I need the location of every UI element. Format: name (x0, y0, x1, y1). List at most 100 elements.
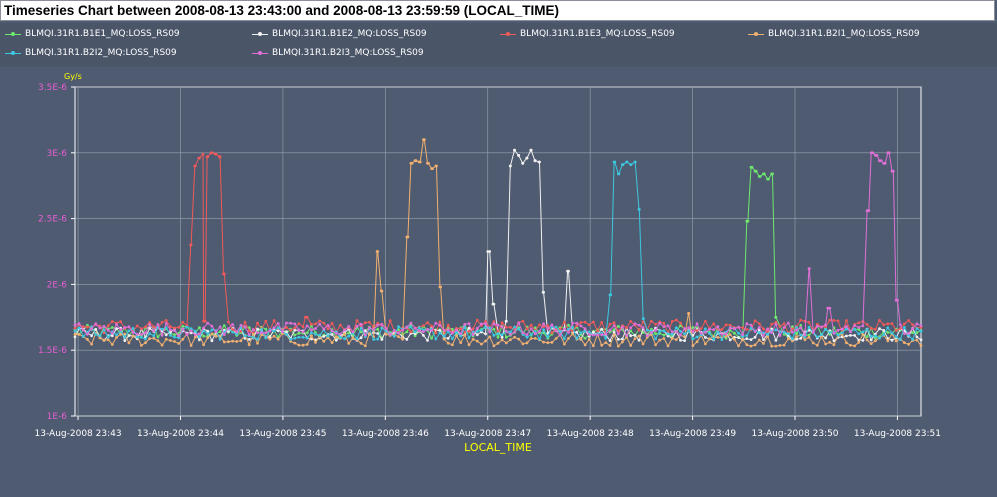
data-point (894, 329, 898, 332)
data-point (625, 160, 629, 164)
y-tick-label: 3.5E-6 (38, 83, 67, 93)
data-point (542, 340, 545, 344)
data-point (774, 315, 778, 319)
data-point (198, 156, 201, 160)
data-point (774, 328, 778, 332)
data-point (318, 333, 322, 337)
data-point (467, 343, 471, 347)
data-point (214, 330, 218, 334)
data-point (865, 323, 869, 326)
legend-item-b2i1[interactable]: BLMQI.31R1.B2I1_MQ:LOSS_RS09 (748, 27, 920, 41)
x-tick-label: 13-Aug-2008 23:45 (239, 429, 326, 439)
data-point (144, 341, 147, 345)
data-point (496, 341, 500, 345)
data-point (828, 306, 832, 310)
data-point (301, 330, 305, 334)
data-point (699, 327, 703, 330)
data-point (826, 306, 830, 310)
data-point (771, 172, 774, 176)
legend-item-b1e2[interactable]: BLMQI.31R1.B1E2_MQ:LOSS_RS09 (252, 27, 427, 41)
legend-label: BLMQI.31R1.B2I1_MQ:LOSS_RS09 (768, 29, 920, 39)
data-point (596, 333, 599, 337)
y-tick-label: 2E-6 (47, 280, 68, 290)
data-point (674, 338, 678, 341)
data-point (351, 336, 355, 340)
data-point (372, 328, 375, 331)
data-point (774, 322, 778, 326)
data-point (699, 332, 703, 335)
data-point (612, 321, 616, 325)
data-point (907, 319, 910, 322)
data-point (521, 161, 525, 165)
data-point (409, 321, 413, 325)
data-point (148, 323, 152, 327)
data-point (152, 336, 156, 340)
data-point (674, 330, 678, 333)
data-point (753, 343, 757, 347)
data-point (621, 325, 624, 329)
data-point (637, 323, 641, 327)
data-point (272, 326, 276, 329)
legend-item-b1e3[interactable]: BLMQI.31R1.B1E3_MQ:LOSS_RS09 (500, 27, 675, 41)
data-point (695, 322, 699, 325)
legend-item-b1e1[interactable]: BLMQI.31R1.B1E1_MQ:LOSS_RS09 (5, 27, 180, 41)
data-point (919, 324, 923, 327)
data-point (637, 338, 641, 342)
data-point (770, 331, 774, 334)
data-point (500, 321, 504, 325)
data-point (728, 338, 732, 342)
data-point (430, 336, 433, 340)
data-point (625, 326, 628, 329)
data-point (173, 335, 176, 339)
data-point (575, 324, 579, 327)
data-point (90, 342, 93, 346)
data-point (521, 331, 525, 335)
data-point (310, 334, 313, 338)
data-point (670, 330, 674, 334)
data-point (322, 327, 326, 331)
data-point (525, 327, 529, 331)
data-point (712, 322, 715, 326)
legend-item-b2i3[interactable]: BLMQI.31R1.B2I3_MQ:LOSS_RS09 (252, 46, 424, 60)
data-point (115, 323, 118, 326)
data-point (355, 337, 359, 341)
data-point (455, 328, 458, 332)
data-point (431, 167, 434, 171)
data-point (106, 335, 110, 339)
data-point (480, 322, 483, 326)
data-point (156, 335, 160, 339)
data-point (791, 325, 794, 329)
data-point (886, 322, 890, 326)
data-point (762, 338, 765, 341)
data-point (836, 319, 840, 323)
data-point (301, 335, 305, 339)
data-point (836, 333, 840, 337)
data-point (592, 330, 595, 334)
data-point (451, 327, 454, 331)
data-point (73, 333, 77, 336)
legend-item-b2i2[interactable]: BLMQI.31R1.B2I2_MQ:LOSS_RS09 (5, 46, 177, 60)
data-point (164, 337, 168, 341)
data-point (106, 324, 110, 328)
data-point (633, 160, 637, 164)
data-point (521, 319, 525, 323)
data-point (376, 323, 380, 327)
data-point (679, 338, 682, 342)
data-point (849, 343, 852, 347)
data-point (202, 343, 206, 347)
data-point (509, 330, 512, 334)
data-point (285, 326, 288, 329)
data-point (567, 323, 570, 327)
data-point (766, 332, 769, 336)
data-point (260, 328, 263, 331)
data-point (131, 327, 135, 330)
data-point (289, 340, 292, 343)
data-point (500, 333, 504, 337)
data-point (637, 328, 641, 332)
data-point (243, 320, 247, 324)
data-point (538, 323, 541, 327)
data-point (770, 327, 774, 331)
data-point (587, 323, 591, 327)
data-point (177, 336, 181, 340)
data-point (815, 324, 819, 328)
